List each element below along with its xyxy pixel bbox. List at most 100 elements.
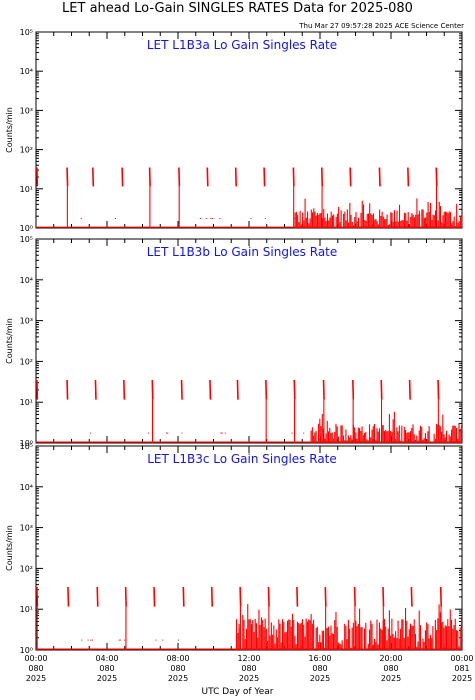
y-axis-label: Counts/min	[5, 107, 14, 153]
chart-panel-2: 10⁰ 10¹ 10² 10³ 10⁴ 10⁵ Counts/min LET L1B3b Lo…	[5, 235, 463, 448]
y-tick-label: 10⁰	[20, 439, 33, 448]
y-tick-label: 10³	[20, 524, 33, 533]
data-point	[81, 639, 83, 641]
x-tick-label-time: 12:00	[237, 654, 260, 663]
spike	[36, 586, 39, 607]
x-tick-label-doy: 081	[454, 664, 469, 673]
spike	[322, 379, 325, 400]
data-point	[210, 217, 212, 219]
generated-timestamp: Thu Mar 27 09:57:28 2025 ACE Science Cen…	[299, 22, 464, 30]
data-point	[220, 432, 222, 434]
data-point	[92, 639, 94, 641]
y-tick-label: 10⁴	[20, 483, 33, 492]
data-point	[119, 639, 121, 641]
plot-frame	[35, 238, 463, 444]
y-tick-label: 10⁴	[20, 67, 33, 76]
spike	[407, 167, 410, 187]
data-point	[250, 217, 252, 219]
data-point	[291, 432, 293, 434]
data-point	[181, 432, 183, 434]
spike	[236, 379, 239, 400]
spike	[124, 586, 127, 607]
spike	[296, 586, 299, 607]
data-point	[264, 217, 266, 219]
spike	[180, 379, 183, 400]
data-point	[87, 639, 89, 641]
spike	[349, 167, 352, 187]
spike	[324, 586, 327, 607]
y-tick-label: 10²	[20, 564, 33, 573]
y-tick-label: 10⁵	[20, 442, 33, 451]
data-point	[124, 639, 126, 641]
x-tick-label-time: 08:00	[166, 654, 189, 663]
spike	[151, 379, 154, 400]
plot-frame	[35, 31, 463, 229]
x-tick-label-doy: 080	[312, 664, 327, 673]
x-tick-label-year: 2025	[168, 674, 188, 683]
spike	[265, 379, 268, 400]
y-tick-label: 10¹	[20, 398, 33, 407]
y-axis-label: Counts/min	[5, 318, 14, 364]
data-point	[114, 217, 116, 219]
spike	[435, 167, 438, 187]
y-tick-label: 10³	[20, 317, 33, 326]
spike	[267, 586, 270, 607]
spike	[94, 379, 97, 400]
data-point	[90, 639, 92, 641]
y-tick-label: 10⁵	[20, 28, 33, 37]
spike	[66, 379, 69, 400]
spike	[353, 586, 356, 607]
data-point	[205, 217, 207, 219]
chart-panel-1: 10⁰ 10¹ 10² 10³ 10⁴ 10⁵ Counts/min LET L1B3a Lo…	[5, 28, 463, 233]
spike	[148, 167, 151, 187]
data-point	[219, 217, 221, 219]
x-tick-label-time: 04:00	[95, 654, 118, 663]
spike	[121, 167, 124, 187]
panel-title: LET L1B3a Lo Gain Singles Rate	[147, 38, 337, 52]
data-point	[178, 639, 180, 641]
spike	[36, 167, 39, 187]
spike	[66, 167, 69, 187]
x-tick-label-doy: 080	[383, 664, 398, 673]
x-tick-label-year: 2025	[26, 674, 46, 683]
spike	[263, 167, 266, 187]
data-point	[162, 639, 164, 641]
spike	[234, 167, 237, 187]
y-tick-label: 10²	[20, 146, 33, 155]
spike	[210, 586, 214, 607]
x-tick-label-year: 2025	[452, 674, 472, 683]
data-point	[90, 432, 92, 434]
spike	[408, 379, 411, 400]
spike	[410, 586, 413, 607]
x-tick-label-doy: 080	[28, 664, 43, 673]
x-tick-label-doy: 080	[241, 664, 256, 673]
y-tick-label: 10²	[20, 357, 33, 366]
data-point	[118, 639, 120, 641]
y-tick-label: 10¹	[20, 605, 33, 614]
y-tick-label: 10⁵	[20, 235, 33, 244]
spike	[293, 379, 296, 400]
data-point	[294, 217, 296, 219]
spike	[206, 167, 209, 187]
x-tick-label-doy: 080	[170, 664, 185, 673]
spike	[123, 379, 126, 400]
spike	[92, 167, 95, 187]
spike	[178, 167, 181, 187]
y-tick-label: 10⁰	[20, 646, 33, 655]
data-point	[224, 432, 226, 434]
data-point	[155, 639, 157, 641]
x-tick-label-time: 00:00	[24, 654, 47, 663]
x-tick-label-time: 16:00	[308, 654, 331, 663]
data-point	[212, 217, 214, 219]
spike	[67, 586, 70, 607]
spike	[153, 586, 156, 607]
x-tick-label-time: 00:00	[450, 654, 473, 663]
spike	[36, 379, 39, 400]
x-tick-label-doy: 080	[99, 664, 114, 673]
y-tick-label: 10³	[20, 106, 33, 115]
data-point	[147, 432, 149, 434]
panel-title: LET L1B3b Lo Gain Singles Rate	[147, 245, 338, 259]
data-point	[303, 432, 305, 434]
spike	[352, 379, 355, 400]
